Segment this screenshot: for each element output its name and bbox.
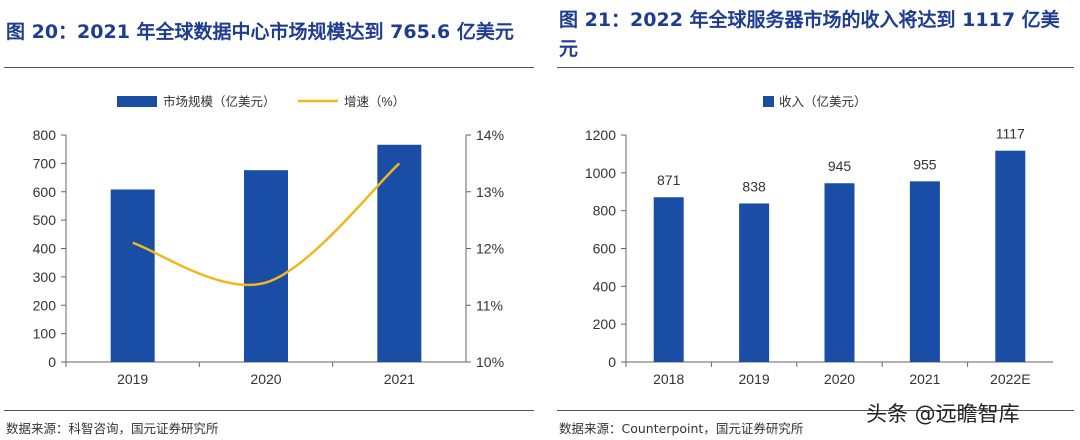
y-left-tick-label: 0 [48,354,56,370]
figure-20-source: 数据来源：科智咨询，国元证券研究所 [6,421,219,436]
y-left-tick-label: 300 [33,269,57,285]
y-right-tick-label: 11% [476,297,503,313]
legend-bar-swatch [117,96,157,107]
data-label: 871 [657,172,681,188]
y-tick-label: 800 [593,203,617,219]
bar [653,197,684,362]
legend-line-label: 增速（%） [344,94,405,109]
y-tick-label: 200 [593,316,617,332]
y-left-tick-label: 100 [33,326,57,342]
data-label: 838 [742,178,766,194]
y-tick-label: 1000 [585,165,616,181]
data-label: 945 [828,158,852,174]
bar [110,189,155,362]
figure-21-chart: 收入（亿美元） 0 200 400 600 800 1000 1200 871 2018 838 20… [585,94,1053,387]
y-left-tick-label: 600 [33,184,57,200]
figure-21-panel: 图 21：2022 年全球服务器市场的收入将达到 1117 亿美元 收入（亿美元… [553,0,1080,440]
data-label: 955 [913,156,937,172]
y-right-tick-label: 10% [476,354,504,370]
figure-20-panel: 图 20：2021 年全球数据中心市场规模达到 765.6 亿美元 市场规模（亿… [4,21,534,436]
bar [377,144,422,362]
x-tick-label: 2019 [739,371,770,387]
growth-line [132,162,401,287]
x-tick-label: 2018 [653,371,684,387]
figure-21-source: 数据来源：Counterpoint，国元证券研究所 [559,421,804,436]
bar [244,170,288,362]
x-tick-label: 2019 [117,371,148,387]
bar [824,183,855,362]
figure-21-source-rule [557,410,1074,411]
x-tick-label: 2021 [384,371,415,387]
bar [909,181,940,362]
y-tick-label: 1200 [585,127,616,143]
x-tick-label: 2022E [990,371,1030,387]
y-tick-label: 600 [593,241,617,257]
legend-bar-swatch [763,96,774,107]
figure-21-title-rule [557,67,1074,68]
y-left-tick-label: 800 [33,127,57,143]
figure-20-title: 图 20：2021 年全球数据中心市场规模达到 765.6 亿美元 [6,21,514,43]
figure-21-title: 图 21：2022 年全球服务器市场的收入将达到 1117 亿美元 [559,9,1060,60]
x-tick-label: 2021 [909,371,940,387]
bar [739,203,770,362]
bar [995,150,1026,362]
y-tick-label: 400 [593,278,617,294]
data-label: 1117 [996,126,1025,142]
x-tick-label: 2020 [250,371,281,387]
y-left-tick-label: 200 [33,297,57,313]
y-left-tick-label: 500 [33,212,57,228]
y-right-tick-label: 14% [476,127,504,143]
figure-20-source-rule [4,410,534,411]
y-left-tick-label: 700 [33,155,57,171]
y-tick-label: 0 [608,354,616,370]
legend-bar-label: 收入（亿美元） [779,94,867,109]
watermark: 头条 @远瞻智库 [866,402,1020,426]
figure-20-title-rule [4,67,534,68]
figure-20-chart: 市场规模（亿美元） 增速（%） 0 100 200 300 400 500 600 700 800 1… [33,94,504,387]
y-right-tick-label: 13% [476,184,504,200]
legend-bar-label: 市场规模（亿美元） [163,94,276,109]
y-left-tick-label: 400 [33,241,57,257]
x-tick-label: 2020 [824,371,855,387]
y-right-tick-label: 12% [476,241,504,257]
